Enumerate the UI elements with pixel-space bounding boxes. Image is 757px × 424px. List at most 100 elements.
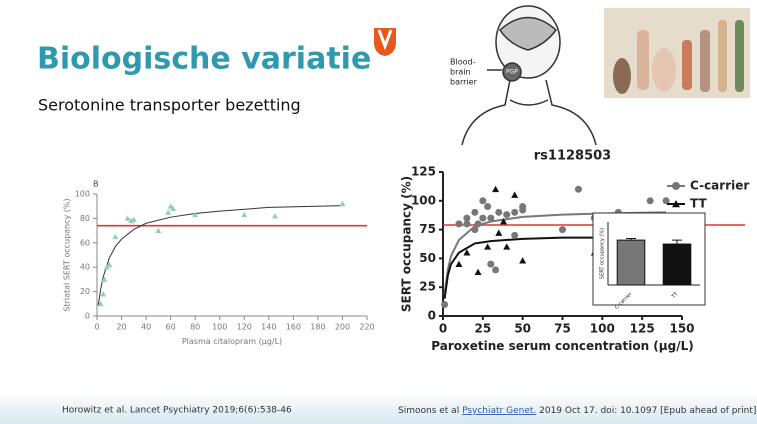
fit-curve (443, 236, 603, 299)
x-tick-label: 160 (286, 322, 301, 331)
legend-label: C-carrier (690, 179, 749, 193)
data-point (484, 203, 492, 211)
data-point (511, 208, 519, 216)
data-point (192, 211, 199, 218)
data-point (106, 261, 113, 268)
image-label: PGP (506, 69, 518, 76)
x-axis-label: Plasma citalopram (µg/L) (182, 337, 282, 346)
legend-marker (672, 200, 680, 208)
fit-curve (97, 205, 343, 306)
data-point (487, 214, 495, 222)
data-point (500, 218, 508, 225)
y-axis-label: SERT occupancy (%) (600, 228, 606, 279)
y-axis-label: SERT occupancy (%) (400, 176, 414, 312)
data-point (511, 231, 519, 239)
y-axis-label: Striatal SERT occupancy (%) (63, 198, 72, 311)
image-label: Blood- (450, 58, 476, 67)
footer-band (0, 392, 757, 424)
data-point (479, 197, 487, 205)
data-point (170, 205, 177, 212)
data-point (495, 208, 503, 216)
data-point (503, 243, 511, 250)
slide-subtitle: Serotonine transporter bezetting (38, 96, 301, 115)
data-point (155, 227, 162, 233)
data-point (100, 291, 107, 297)
figurines-photo (604, 8, 750, 98)
y-tick-label: 75 (419, 222, 436, 236)
data-point (441, 300, 449, 308)
legend-marker (672, 182, 680, 190)
y-tick-label: 0 (85, 312, 90, 321)
x-tick-label: 0 (439, 322, 447, 336)
x-tick-label: 20 (116, 322, 126, 331)
fit-curve (443, 211, 667, 295)
data-point (519, 203, 527, 211)
data-point (492, 266, 500, 274)
footnote-part: Simoons et al (398, 406, 462, 416)
head-illustration (461, 5, 597, 146)
x-tick-label: 40 (141, 322, 151, 331)
data-point (271, 212, 278, 219)
x-tick-label: 100 (212, 322, 227, 331)
x-tick-label: 220 (359, 322, 374, 331)
x-axis-label: Paroxetine serum concentration (µg/L) (431, 339, 693, 353)
bar (662, 243, 692, 286)
legend-label: TT (690, 197, 707, 211)
x-tick-label: 125 (630, 322, 655, 336)
data-point (511, 191, 519, 198)
y-tick-label: 100 (411, 193, 436, 207)
data-point (463, 214, 471, 222)
data-point (574, 185, 582, 193)
image-label: barrier (450, 78, 478, 87)
bar (616, 239, 646, 286)
footnote-left: Horowitz et al. Lancet Psychiatry 2019;6… (62, 406, 292, 416)
data-point (559, 226, 566, 234)
data-point (241, 211, 248, 218)
x-tick-label: 75 (554, 322, 571, 336)
data-point (484, 243, 492, 250)
x-tick-label: TT (670, 291, 680, 301)
data-point (463, 220, 471, 228)
footnote-right: Simoons et al Psychiatr Genet. 2019 Oct … (398, 406, 756, 416)
data-point (492, 185, 500, 193)
image-label: brain (450, 68, 471, 77)
y-tick-label: 50 (419, 251, 436, 265)
x-tick-label: 50 (514, 322, 531, 336)
x-tick-label: 180 (310, 322, 325, 331)
data-point (503, 211, 511, 219)
x-tick-label: 80 (190, 322, 200, 331)
panel-label: B (93, 180, 99, 189)
footnote-link[interactable]: Psychiatr Genet. (462, 406, 536, 416)
x-tick-label: 150 (669, 322, 694, 336)
data-point (646, 197, 654, 205)
x-tick-label: 120 (237, 322, 252, 331)
slide-title: Biologische variatie (37, 42, 371, 77)
x-tick-label: 0 (94, 322, 99, 331)
chart-title: rs1128503 (534, 149, 611, 164)
x-tick-label: 100 (590, 322, 615, 336)
data-point (495, 229, 503, 236)
data-point (101, 276, 108, 282)
y-tick-label: 80 (80, 214, 90, 223)
data-point (474, 268, 482, 276)
data-point (339, 200, 346, 207)
x-tick-label: 25 (474, 322, 491, 336)
data-point (455, 220, 463, 228)
y-tick-label: 60 (80, 238, 90, 247)
x-tick-label: 200 (335, 322, 350, 331)
y-tick-label: 0 (428, 309, 436, 323)
data-point (662, 197, 670, 205)
data-point (463, 249, 471, 256)
data-point (479, 214, 487, 222)
data-point (474, 220, 482, 228)
x-tick-label: 140 (261, 322, 276, 331)
data-point (124, 215, 131, 221)
data-point (130, 216, 137, 223)
y-tick-label: 40 (80, 263, 90, 272)
data-point (97, 300, 104, 307)
data-point (167, 203, 174, 209)
data-point (487, 260, 495, 268)
y-tick-label: 25 (419, 280, 436, 294)
y-tick-label: 125 (411, 165, 436, 179)
